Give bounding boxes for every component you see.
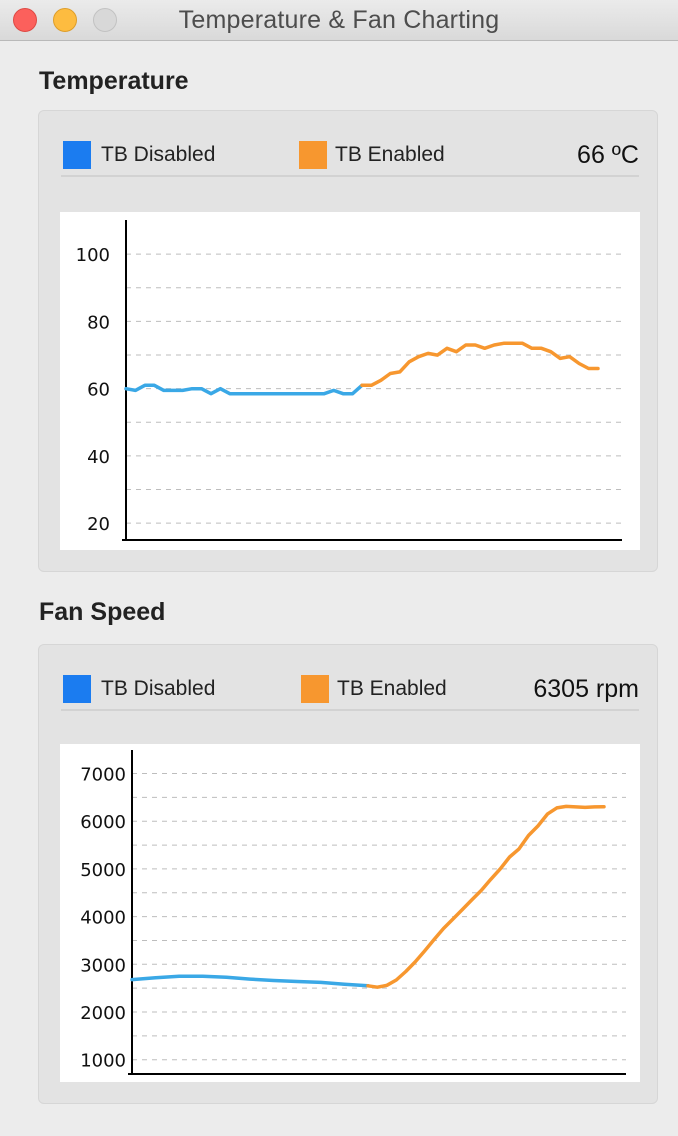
close-window-button[interactable] xyxy=(13,8,37,32)
fan-series-line-tb-enabled xyxy=(366,804,606,989)
fan-panel: TB Disabled TB Enabled 6305 rpm 7000 6000… xyxy=(38,644,658,1104)
fan-series-line-tb-disabled xyxy=(130,974,370,988)
temperature-panel: TB Disabled TB Enabled 66 ºC 100 80 60 40 20 xyxy=(38,110,658,572)
tb-disabled-swatch xyxy=(63,675,91,703)
fan-readout: 6305 rpm xyxy=(533,675,639,703)
title-bar[interactable]: Temperature & Fan Charting xyxy=(0,0,678,41)
tb-enabled-legend-label: TB Enabled xyxy=(335,143,445,166)
tb-disabled-swatch xyxy=(63,141,91,169)
temperature-legend: TB Disabled TB Enabled 66 ºC xyxy=(61,135,639,177)
temperature-y-tick-label: 60 xyxy=(87,380,110,401)
temperature-y-tick-label: 40 xyxy=(87,447,110,468)
temperature-y-tick-label: 100 xyxy=(76,245,110,266)
fan-legend: TB Disabled TB Enabled 6305 rpm xyxy=(61,669,639,711)
fan-y-tick-label: 7000 xyxy=(80,765,126,786)
temperature-section-title: Temperature xyxy=(39,67,189,95)
tb-enabled-swatch xyxy=(301,675,329,703)
fan-section-title: Fan Speed xyxy=(39,598,166,626)
fan-chart: 7000 6000 5000 4000 3000 2000 1000 xyxy=(60,744,640,1082)
fan-y-tick-label: 1000 xyxy=(80,1051,126,1072)
tb-enabled-swatch xyxy=(299,141,327,169)
fan-y-tick-label: 5000 xyxy=(80,860,126,881)
fan-y-tick-label: 2000 xyxy=(80,1003,126,1024)
tb-enabled-legend-label: TB Enabled xyxy=(337,677,447,700)
window-title: Temperature & Fan Charting xyxy=(178,6,500,34)
temperature-chart-svg: 100 80 60 40 20 xyxy=(76,220,622,541)
fan-chart-svg: 7000 6000 5000 4000 3000 2000 1000 xyxy=(80,750,626,1075)
temperature-readout: 66 ºC xyxy=(577,141,639,169)
minimize-window-button[interactable] xyxy=(53,8,77,32)
tb-disabled-legend-label: TB Disabled xyxy=(101,143,216,166)
tb-disabled-legend-label: TB Disabled xyxy=(101,677,216,700)
fan-y-tick-label: 6000 xyxy=(80,812,126,833)
temperature-y-tick-label: 80 xyxy=(87,312,110,333)
temperature-series-line-tb-disabled xyxy=(124,383,364,396)
temperature-y-tick-label: 20 xyxy=(87,514,110,535)
temperature-chart: 100 80 60 40 20 xyxy=(60,212,640,550)
zoom-window-button[interactable] xyxy=(93,8,117,32)
temperature-series-line-tb-enabled xyxy=(360,341,600,388)
fan-y-tick-label: 3000 xyxy=(80,955,126,976)
fan-y-tick-label: 4000 xyxy=(80,908,126,929)
